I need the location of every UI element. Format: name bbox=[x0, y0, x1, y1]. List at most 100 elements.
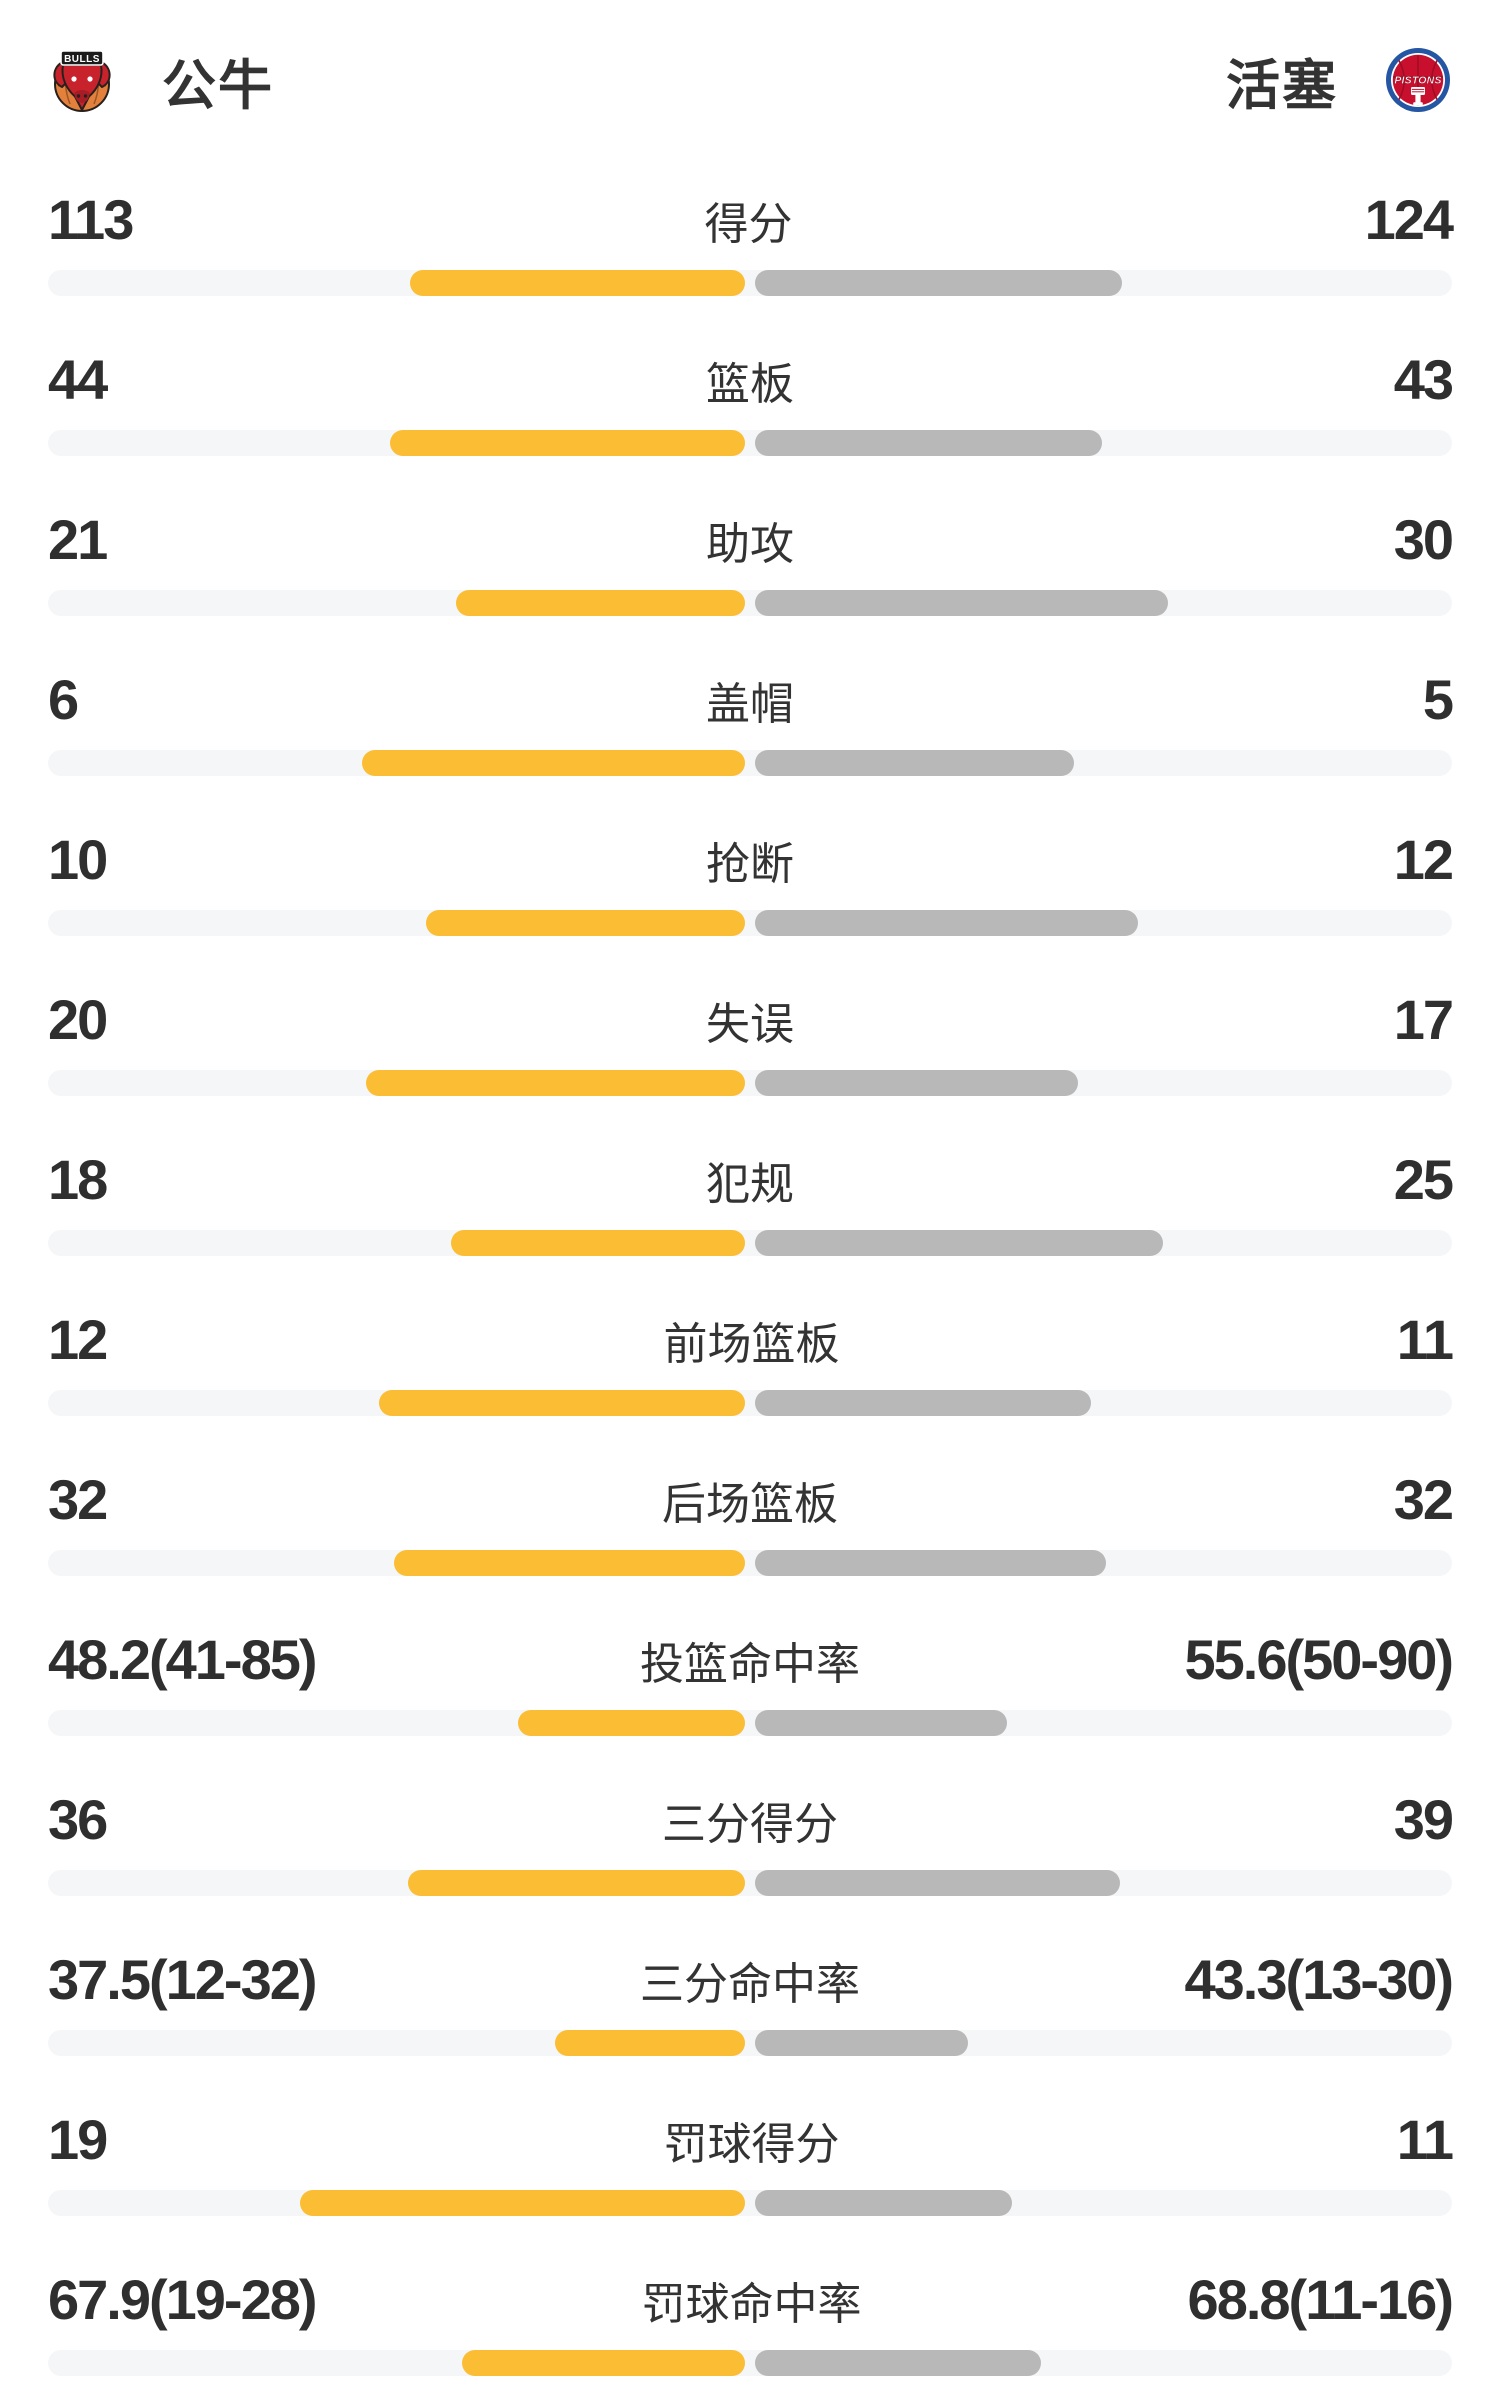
right-bar-fill bbox=[755, 1390, 1091, 1416]
stat-line: 12 前场篮板 11 bbox=[48, 1308, 1454, 1375]
stat-bar-track bbox=[48, 2190, 1452, 2216]
stat-left-value: 6 bbox=[48, 668, 79, 731]
left-bar-fill bbox=[394, 1550, 745, 1576]
stat-label: 抢断 bbox=[706, 840, 794, 889]
stat-label: 罚球得分 bbox=[663, 2120, 840, 2169]
pistons-logo-text: PISTONS bbox=[1394, 75, 1441, 87]
stat-line: 44 篮板 43 bbox=[48, 348, 1454, 415]
right-bar-fill bbox=[755, 910, 1138, 936]
stat-line: 18 犯规 25 bbox=[48, 1148, 1454, 1215]
left-bar-fill bbox=[379, 1390, 745, 1416]
stat-bar-track bbox=[48, 1230, 1452, 1256]
right-bar-fill bbox=[755, 750, 1074, 776]
stat-left-value: 67.9(19-28) bbox=[48, 2268, 318, 2331]
left-bar-fill bbox=[366, 1070, 745, 1096]
left-bar-fill bbox=[390, 430, 745, 456]
stat-right-value: 32 bbox=[1393, 1468, 1454, 1531]
stat-line: 113 得分 124 bbox=[48, 188, 1454, 255]
stat-left-value: 18 bbox=[48, 1148, 108, 1211]
stat-bar-track bbox=[48, 750, 1452, 776]
stat-row: 32 后场篮板 32 bbox=[0, 1440, 1500, 1600]
stat-right-value: 17 bbox=[1393, 988, 1454, 1051]
stat-left-value: 113 bbox=[48, 188, 134, 251]
right-bar-fill bbox=[755, 1550, 1106, 1576]
stat-right-value: 43 bbox=[1393, 348, 1454, 411]
stats-list: 113 得分 124 44 篮板 43 21 助攻 bbox=[0, 160, 1500, 2400]
stat-bar-track bbox=[48, 590, 1452, 616]
stat-row: 37.5(12-32) 三分命中率 43.3(13-30) bbox=[0, 1920, 1500, 2080]
stat-line: 6 盖帽 5 bbox=[48, 668, 1454, 735]
stat-bar-track bbox=[48, 2030, 1452, 2056]
left-bar-fill bbox=[555, 2030, 745, 2056]
left-bar-fill bbox=[408, 1870, 745, 1896]
left-bar-fill bbox=[518, 1710, 745, 1736]
stat-left-value: 32 bbox=[48, 1468, 108, 1531]
stat-bar-track bbox=[48, 1070, 1452, 1096]
stat-left-value: 37.5(12-32) bbox=[48, 1948, 318, 2011]
stat-left-value: 48.2(41-85) bbox=[48, 1628, 318, 1691]
right-bar-fill bbox=[755, 590, 1168, 616]
right-bar-fill bbox=[755, 1870, 1120, 1896]
stat-bar-track bbox=[48, 270, 1452, 296]
stat-left-value: 20 bbox=[48, 988, 108, 1051]
stat-left-value: 10 bbox=[48, 828, 108, 891]
stat-label: 前场篮板 bbox=[663, 1320, 840, 1369]
stat-right-value: 43.3(13-30) bbox=[1184, 1948, 1454, 2011]
stat-right-value: 124 bbox=[1364, 188, 1454, 251]
stat-line: 10 抢断 12 bbox=[48, 828, 1454, 895]
stat-right-value: 12 bbox=[1393, 828, 1454, 891]
stat-right-value: 55.6(50-90) bbox=[1184, 1628, 1454, 1691]
left-bar-fill bbox=[462, 2350, 745, 2376]
stat-row: 10 抢断 12 bbox=[0, 800, 1500, 960]
bulls-logo-icon: BULLS bbox=[53, 50, 111, 112]
right-bar-fill bbox=[755, 2190, 1012, 2216]
stat-row: 44 篮板 43 bbox=[0, 320, 1500, 480]
stat-row: 36 三分得分 39 bbox=[0, 1760, 1500, 1920]
left-bar-fill bbox=[300, 2190, 745, 2216]
stat-label: 失误 bbox=[706, 1000, 794, 1049]
stat-line: 32 后场篮板 32 bbox=[48, 1468, 1454, 1535]
stat-label: 盖帽 bbox=[706, 680, 794, 729]
right-bar-fill bbox=[755, 1710, 1007, 1736]
stat-label: 助攻 bbox=[706, 520, 794, 569]
stat-row: 21 助攻 30 bbox=[0, 480, 1500, 640]
left-bar-fill bbox=[451, 1230, 745, 1256]
right-bar-fill bbox=[755, 430, 1102, 456]
stat-bar-track bbox=[48, 1390, 1452, 1416]
stat-left-value: 21 bbox=[48, 508, 108, 571]
stat-line: 19 罚球得分 11 bbox=[48, 2108, 1454, 2175]
header: BULLS 公牛 活塞 PISTONS bbox=[0, 0, 1500, 160]
stat-right-value: 25 bbox=[1393, 1148, 1454, 1211]
piston-glyph bbox=[1411, 87, 1425, 106]
left-bar-fill bbox=[426, 910, 745, 936]
left-bar-fill bbox=[456, 590, 745, 616]
stat-left-value: 12 bbox=[48, 1308, 108, 1371]
stat-right-value: 11 bbox=[1396, 2108, 1454, 2171]
stat-line: 37.5(12-32) 三分命中率 43.3(13-30) bbox=[48, 1948, 1454, 2015]
stat-bar-track bbox=[48, 2350, 1452, 2376]
right-bar-fill bbox=[755, 1070, 1078, 1096]
stat-bar-track bbox=[48, 1870, 1452, 1896]
stat-row: 113 得分 124 bbox=[0, 160, 1500, 320]
team-away-name: 活塞 bbox=[1226, 55, 1338, 116]
stat-row: 6 盖帽 5 bbox=[0, 640, 1500, 800]
team-away: 活塞 PISTONS bbox=[1226, 41, 1452, 120]
stat-label: 犯规 bbox=[706, 1160, 794, 1209]
right-bar-fill bbox=[755, 1230, 1163, 1256]
stat-label: 三分命中率 bbox=[640, 1960, 860, 2009]
stat-right-value: 68.8(11-16) bbox=[1187, 2268, 1454, 2331]
stat-right-value: 39 bbox=[1393, 1788, 1454, 1851]
stat-label: 得分 bbox=[704, 200, 793, 249]
stat-row: 67.9(19-28) 罚球命中率 68.8(11-16) bbox=[0, 2240, 1500, 2400]
stat-label: 投篮命中率 bbox=[640, 1640, 860, 1689]
stat-right-value: 11 bbox=[1396, 1308, 1454, 1371]
team-home-name: 公牛 bbox=[162, 55, 274, 116]
stat-right-value: 30 bbox=[1393, 508, 1454, 571]
stat-row: 48.2(41-85) 投篮命中率 55.6(50-90) bbox=[0, 1600, 1500, 1760]
left-bar-fill bbox=[362, 750, 745, 776]
pistons-logo-icon: PISTONS bbox=[1386, 48, 1450, 112]
stat-left-value: 44 bbox=[48, 348, 108, 411]
stat-row: 12 前场篮板 11 bbox=[0, 1280, 1500, 1440]
stat-right-value: 5 bbox=[1422, 668, 1454, 731]
